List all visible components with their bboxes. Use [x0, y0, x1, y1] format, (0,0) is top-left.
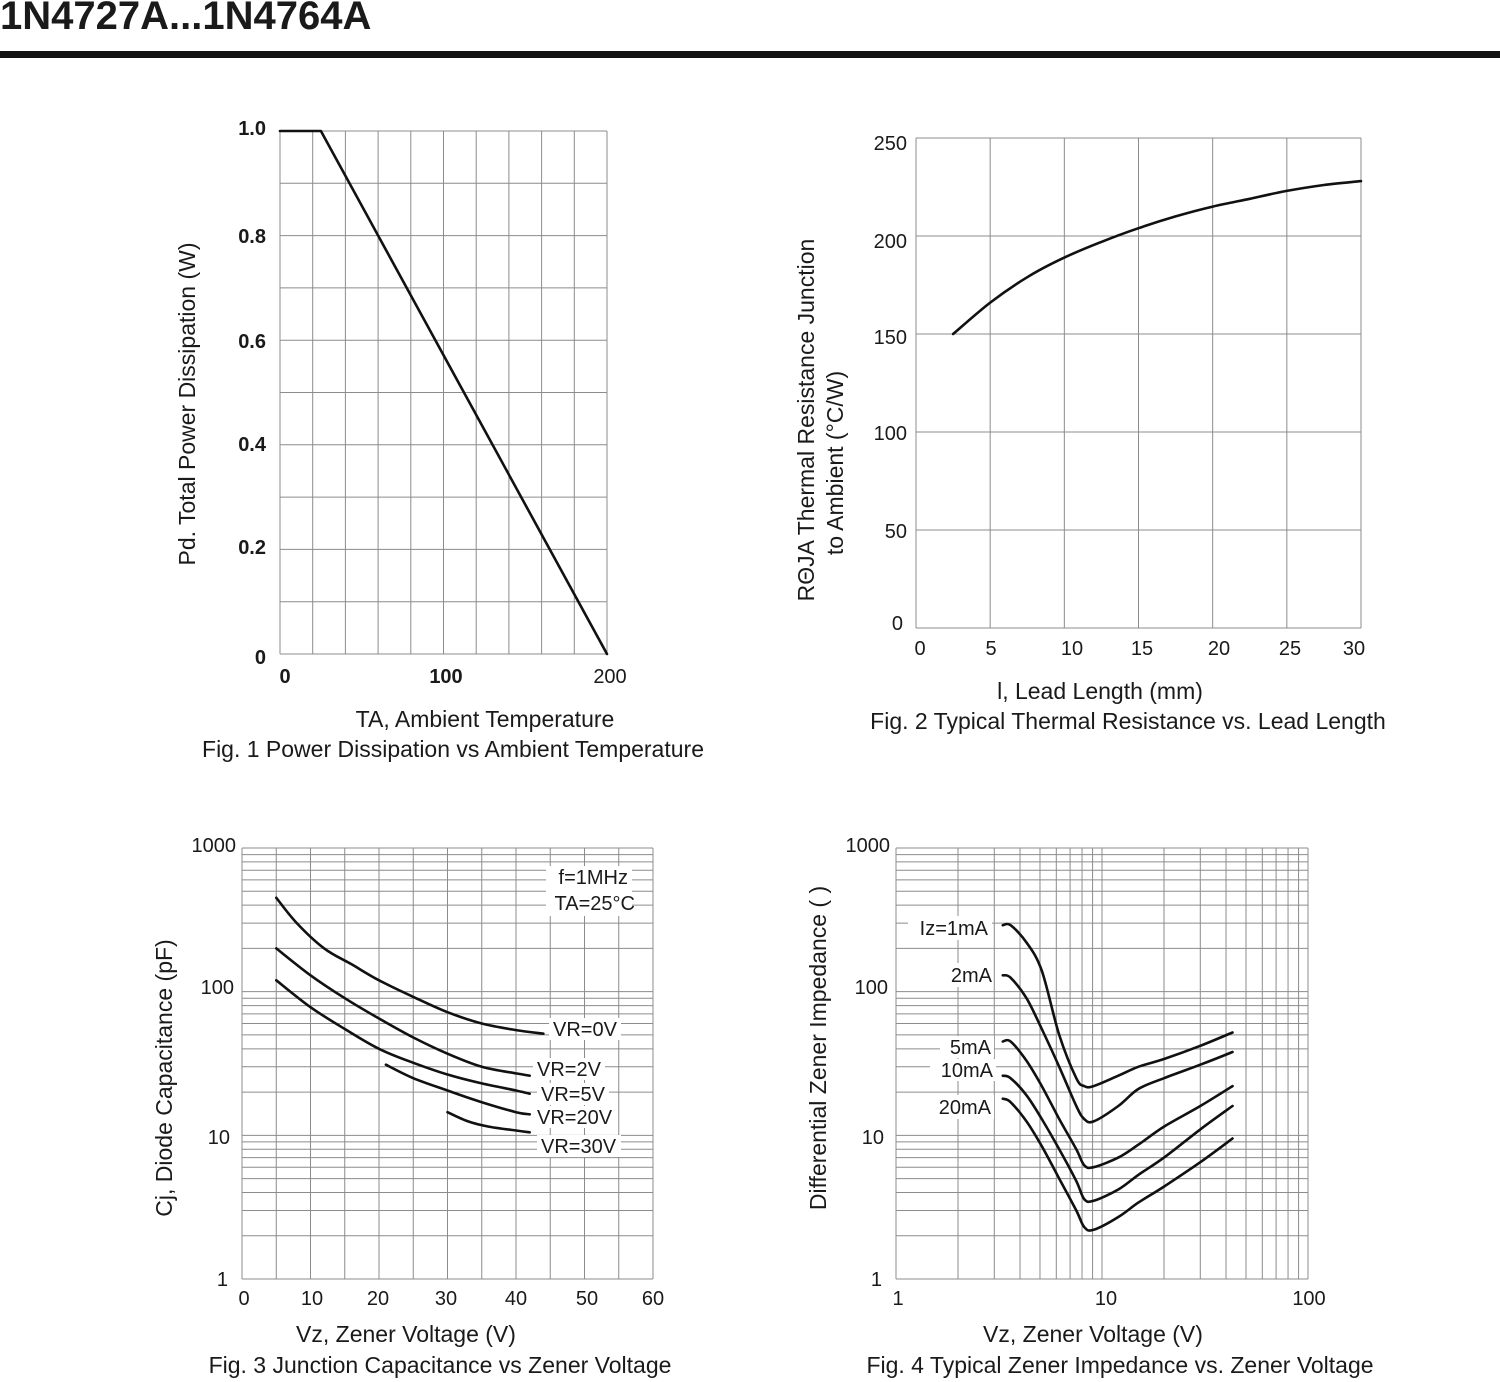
fig4-series-line: [1001, 1038, 1234, 1170]
fig3-series-line: [275, 979, 531, 1095]
title-rule: [0, 51, 1500, 58]
fig1-y-tick: 0.8: [238, 226, 266, 248]
fig3-y-tick: 100: [201, 977, 234, 999]
fig4-caption: Fig. 4 Typical Zener Impedance vs. Zener…: [866, 1352, 1373, 1378]
fig3-y-tick: 10: [208, 1127, 230, 1149]
fig1-y-label: Pd. Total Power Dissipation (W): [174, 243, 200, 566]
fig3-x-ticks: 0 10 20 30 40 50 60: [238, 1288, 664, 1310]
fig4-y-tick: 10: [862, 1127, 884, 1149]
fig2-y-label-line1: RΘJA Thermal Resistance Junction: [793, 239, 819, 602]
fig3-x-tick: 0: [238, 1288, 249, 1310]
fig3-x-tick: 60: [642, 1288, 664, 1310]
fig3-series-label: VR=0V: [553, 1019, 618, 1041]
fig1-chart: 0 0.2 0.4 0.6 0.8 1.0 0 100 200 Pd. Tota…: [174, 118, 704, 762]
fig3-y-tick: 1000: [192, 835, 237, 857]
fig1-y-tick: 0.6: [238, 331, 266, 353]
fig3-x-label: Vz, Zener Voltage (V): [296, 1321, 516, 1347]
fig2-y-label-line2: to Ambient (°C/W): [822, 371, 848, 555]
fig2-x-tick: 5: [985, 638, 996, 660]
fig3-y-ticks: 1 10 100 1000: [192, 835, 237, 1291]
fig3-note-temp: TA=25°C: [555, 893, 635, 915]
fig2-y-tick: 0: [892, 613, 903, 635]
fig3-series-label: VR=2V: [537, 1059, 602, 1081]
fig1-series-line: [278, 129, 609, 656]
fig2-y-tick: 150: [874, 327, 907, 349]
fig1-y-tick: 0.4: [238, 434, 267, 456]
fig1-x-tick: 100: [429, 666, 462, 688]
fig4-series-line: [1001, 973, 1234, 1124]
fig4-series-labels: Iz=1mA 2mA 5mA 10mA 20mA: [908, 916, 996, 1119]
fig1-x-ticks: 0 100 200: [279, 666, 626, 688]
fig3-y-tick: 1: [217, 1269, 228, 1291]
fig2-x-tick: 15: [1131, 638, 1153, 660]
fig4-series-line: [1001, 1074, 1234, 1204]
fig4-chart: 1 10 100 1000 1 10 100 Iz=1mA 2mA 5mA 10…: [805, 835, 1374, 1378]
fig2-series-line: [951, 179, 1363, 336]
fig3-x-tick: 50: [576, 1288, 598, 1310]
fig4-series-label: 10mA: [941, 1060, 994, 1082]
fig4-series-label: 20mA: [939, 1097, 992, 1119]
fig2-x-tick: 30: [1343, 638, 1365, 660]
fig2-x-tick: 25: [1279, 638, 1301, 660]
fig1-y-ticks: 0 0.2 0.4 0.6 0.8 1.0: [238, 118, 267, 669]
fig1-x-tick: 200: [593, 666, 626, 688]
fig3-x-tick: 10: [301, 1288, 323, 1310]
fig2-y-tick: 250: [874, 133, 907, 155]
fig3-series-line: [275, 896, 545, 1035]
fig2-x-tick: 0: [914, 638, 925, 660]
fig2-y-tick: 50: [885, 521, 907, 543]
fig4-x-ticks: 1 10 100: [892, 1288, 1325, 1310]
fig4-x-tick: 10: [1095, 1288, 1117, 1310]
fig4-x-tick: 1: [892, 1288, 903, 1310]
fig3-note-bg: [546, 866, 632, 916]
fig3-series-line: [275, 947, 531, 1077]
fig2-y-tick: 200: [874, 231, 907, 253]
fig2-x-tick: 20: [1208, 638, 1230, 660]
fig4-series-label: Iz=1mA: [920, 918, 989, 940]
fig4-y-tick: 100: [855, 977, 888, 999]
fig3-chart: 1 10 100 1000 0 10 20 30 40 50 60 f=1MHz…: [151, 835, 671, 1378]
fig1-y-tick: 0: [255, 647, 266, 669]
fig2-x-ticks: 0 5 10 15 20 25 30: [914, 638, 1365, 660]
fig1-x-label: TA, Ambient Temperature: [356, 706, 615, 732]
fig2-y-ticks: 0 50 100 150 200 250: [874, 133, 907, 635]
fig3-series-line: [446, 1110, 531, 1134]
fig3-series-label: VR=5V: [541, 1084, 606, 1106]
fig3-y-label: Cj, Diode Capacitance (pF): [151, 939, 177, 1216]
fig3-caption: Fig. 3 Junction Capacitance vs Zener Vol…: [209, 1352, 672, 1378]
fig1-x-tick: 0: [279, 666, 290, 688]
fig4-series-line: [1001, 1097, 1234, 1232]
fig1-y-tick: 0.2: [238, 537, 266, 559]
fig3-series-line: [384, 1063, 531, 1116]
fig3-series-labels: VR=0V VR=2V VR=5V VR=20V VR=30V: [533, 1018, 621, 1158]
fig4-series-line: [1001, 922, 1234, 1089]
fig3-note-freq: f=1MHz: [559, 867, 628, 889]
fig3-x-tick: 30: [435, 1288, 457, 1310]
fig2-y-tick: 100: [874, 423, 907, 445]
fig3-x-tick: 20: [367, 1288, 389, 1310]
fig3-series-label: VR=20V: [537, 1107, 613, 1129]
fig4-x-label: Vz, Zener Voltage (V): [983, 1321, 1203, 1347]
fig3-series-label: VR=30V: [541, 1136, 617, 1158]
fig4-y-ticks: 1 10 100 1000: [846, 835, 891, 1291]
fig4-y-label: Differential Zener Impedance ( ): [805, 886, 831, 1210]
fig4-x-tick: 100: [1292, 1288, 1325, 1310]
fig4-series-label: 5mA: [950, 1037, 992, 1059]
fig4-y-tick: 1000: [846, 835, 891, 857]
fig4-series-label: 2mA: [951, 965, 993, 987]
fig2-x-label: l, Lead Length (mm): [997, 678, 1203, 704]
fig2-chart: 0 50 100 150 200 250 0 5 10 15 20 25 30 …: [793, 133, 1386, 734]
fig1-y-tick: 1.0: [238, 118, 266, 140]
page-title: 1N4727A...1N4764A: [0, 0, 372, 38]
fig3-x-tick: 40: [505, 1288, 527, 1310]
fig2-caption: Fig. 2 Typical Thermal Resistance vs. Le…: [870, 708, 1386, 734]
fig2-x-tick: 10: [1061, 638, 1083, 660]
fig1-caption: Fig. 1 Power Dissipation vs Ambient Temp…: [202, 736, 704, 762]
fig4-y-tick: 1: [871, 1269, 882, 1291]
